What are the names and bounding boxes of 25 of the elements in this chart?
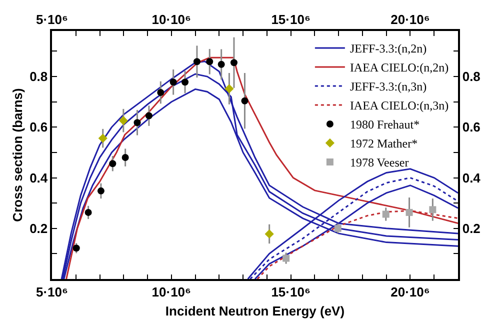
x2-tick-label: 20·10⁶	[390, 284, 430, 300]
y-tick-label: 0.2	[30, 220, 48, 236]
x-tick-label: 5·10⁶	[36, 12, 68, 28]
legend-label: JEFF-3.3:(n,2n)	[350, 42, 427, 56]
x-axis-title: Incident Neutron Energy (eV)	[165, 303, 345, 318]
y-axis-title: Cross section (barns)	[10, 88, 26, 222]
legend-label: 1980 Frehaut*	[350, 118, 420, 132]
y-tick-label: 0.6	[30, 120, 48, 135]
legend-label: JEFF-3.3:(n,3n)	[350, 80, 427, 94]
x-tick-label: 10·10⁶	[152, 12, 192, 28]
legend-label: 1978 Veeser	[350, 156, 409, 170]
x-tick-label: 15·10⁶	[271, 12, 310, 28]
y-tick-label: 0.4	[30, 170, 48, 186]
y2-tick-label: 0.4	[462, 170, 482, 186]
x-tick-label: 20·10⁶	[390, 12, 430, 28]
y2-tick-label: 0.8	[462, 69, 480, 84]
x2-tick-label: 10·10⁶	[152, 284, 192, 300]
legend-label: IAEA CIELO:(n,3n)	[350, 98, 449, 113]
x2-tick-label: 15·10⁶	[271, 284, 310, 300]
y-tick-label: 0.8	[30, 69, 48, 84]
x2-tick-label: 5·10⁶	[36, 284, 68, 300]
legend-label: IAEA CIELO:(n,2n)	[350, 60, 449, 75]
y2-tick-label: 0.6	[462, 120, 480, 135]
legend-label: 1972 Mather*	[350, 136, 418, 151]
y2-tick-label: 0.2	[462, 220, 480, 236]
